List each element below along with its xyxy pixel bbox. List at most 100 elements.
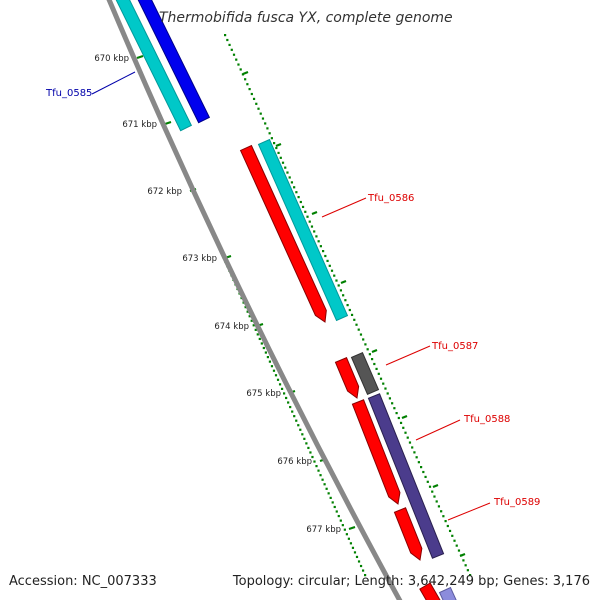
major-tick xyxy=(136,55,144,59)
outer-tick-dot xyxy=(440,510,443,513)
label-layer: 670 kbp 671 kbp 672 kbp 673 kbp 674 kbp 675 k… xyxy=(45,54,540,535)
feature-track xyxy=(115,0,457,600)
outer-tick-dot xyxy=(469,574,472,577)
outer-tick-dot xyxy=(257,107,260,110)
inner-tick-dot xyxy=(335,510,338,513)
reverse-cds-band xyxy=(239,144,327,323)
outer-tick-dot xyxy=(248,88,251,91)
inner-tick-dot xyxy=(331,501,334,504)
inner-tick-dot xyxy=(244,306,247,309)
outer-tick-dot xyxy=(295,191,298,194)
outer-tick-dot xyxy=(350,313,354,317)
inner-tick-dot xyxy=(299,428,302,431)
cog-cyan-band xyxy=(257,138,349,322)
outer-tick-dot xyxy=(357,328,360,331)
inner-tick-dot xyxy=(307,446,310,450)
outer-tick-dot xyxy=(284,166,287,169)
inner-tick-dot xyxy=(264,351,267,354)
outer-tick-dot xyxy=(382,382,385,385)
tick-label: 672 kbp xyxy=(147,187,182,197)
outer-tick-dot xyxy=(308,220,311,223)
outer-tick-dot xyxy=(286,171,289,174)
outer-tick-dot xyxy=(375,367,378,371)
inner-tick-dot xyxy=(355,555,359,559)
outer-tick-dot xyxy=(277,151,280,155)
outer-tick-dot xyxy=(420,466,423,469)
outer-tick-dot xyxy=(424,475,427,479)
inner-tick-dot xyxy=(272,369,276,372)
outer-tick-dot xyxy=(270,137,273,140)
outer-tick-dot xyxy=(457,549,461,552)
gene-leader-line xyxy=(91,71,136,95)
outer-tick-dot xyxy=(426,480,429,483)
tick-label: 673 kbp xyxy=(182,254,217,264)
outer-tick-dot xyxy=(259,112,262,115)
outer-tick-dot xyxy=(362,338,365,341)
outer-tick-dot xyxy=(388,397,392,400)
backbone-line xyxy=(106,0,403,600)
page-title: Thermobifida fusca YX, complete genome xyxy=(159,10,453,26)
outer-tick-dot xyxy=(273,142,276,145)
outer-tick-dot xyxy=(404,431,407,434)
outer-major-tick xyxy=(340,279,347,285)
inner-tick-dot xyxy=(283,392,286,395)
outer-major-tick xyxy=(275,142,282,148)
outer-tick-dot xyxy=(339,289,343,292)
outer-tick-dot xyxy=(355,323,358,326)
outer-major-tick xyxy=(242,70,249,76)
outer-tick-dot xyxy=(319,245,322,248)
inner-tick-dot xyxy=(289,405,292,409)
inner-tick-dot xyxy=(345,533,348,536)
forward-cds-band xyxy=(137,0,211,124)
outer-tick-dot xyxy=(239,68,242,71)
cog-cyan-band xyxy=(115,0,193,132)
outer-tick-dot xyxy=(397,416,400,420)
outer-tick-dot xyxy=(417,461,420,464)
outer-major-tick xyxy=(401,414,408,420)
inner-tick-dot xyxy=(329,496,332,499)
inner-tick-dot xyxy=(351,546,355,549)
inner-tick-dot xyxy=(280,387,284,390)
outer-tick-dot xyxy=(299,200,302,204)
inner-tick-dot xyxy=(313,460,316,463)
outer-tick-dot xyxy=(313,230,316,233)
inner-tick-dot xyxy=(270,365,274,368)
inner-tick-dot xyxy=(339,519,342,522)
outer-tick-dot xyxy=(297,196,300,199)
reverse-cds-band xyxy=(334,357,360,399)
outer-tick-dot xyxy=(359,333,363,336)
inner-tick-dot xyxy=(246,310,249,313)
outer-tick-dot xyxy=(433,495,436,498)
outer-tick-dot xyxy=(330,269,334,272)
outer-tick-dot xyxy=(402,426,405,429)
outer-tick-dot xyxy=(384,387,387,390)
outer-tick-dot xyxy=(455,544,458,547)
inner-tick-dot xyxy=(357,560,361,563)
tick-label: 676 kbp xyxy=(277,457,312,467)
outer-tick-dot xyxy=(395,412,398,415)
gene-label: Tfu_0586 xyxy=(367,193,414,204)
outer-tick-dot xyxy=(462,559,465,562)
inner-tick-dot xyxy=(268,360,272,363)
tick-label: 670 kbp xyxy=(94,54,129,64)
inner-tick-dot xyxy=(254,328,257,331)
outer-tick-dot xyxy=(241,73,245,76)
inner-tick-dot xyxy=(260,342,263,345)
inner-tick-dot xyxy=(285,396,288,400)
outer-tick-dot xyxy=(466,569,469,572)
outer-tick-dot xyxy=(348,308,351,312)
gene-leader-line xyxy=(415,419,461,441)
inner-tick-dot xyxy=(293,415,296,418)
gene-leader-line xyxy=(447,502,491,521)
reverse-cds-band xyxy=(351,399,401,505)
inner-tick-dot xyxy=(258,337,261,341)
inner-tick-dot xyxy=(252,324,255,327)
outer-tick-dot xyxy=(453,539,456,542)
outer-tick-dot xyxy=(281,161,285,164)
outer-tick-dot xyxy=(391,402,394,405)
outer-tick-dot xyxy=(333,274,336,277)
gene-label: Tfu_0587 xyxy=(431,341,478,352)
cog-gray-band xyxy=(350,351,380,396)
